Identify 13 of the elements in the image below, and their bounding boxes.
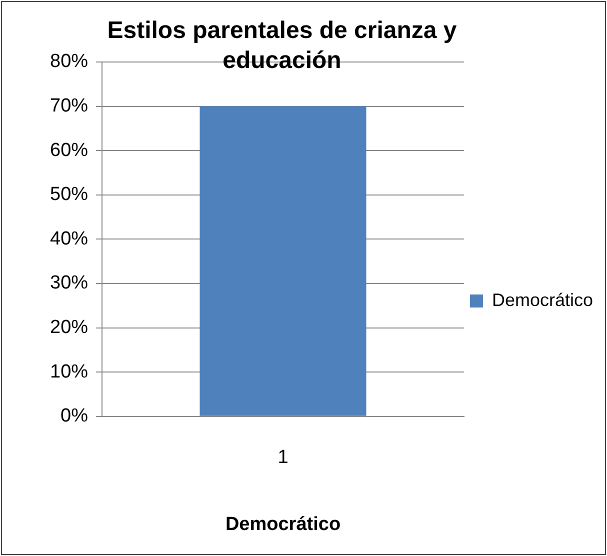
y-tick-label: 40% (50, 228, 88, 250)
y-tick-label: 70% (50, 96, 88, 117)
y-tick-label: 80% (50, 51, 88, 72)
chart-title: Estilos parentales de crianza y educación (106, 16, 458, 76)
x-axis-title: Democrático (225, 514, 341, 535)
x-tick-label: 1 (278, 447, 288, 468)
y-tick-label: 50% (50, 184, 88, 206)
y-tick-label: 30% (50, 272, 88, 294)
y-tick-label: 10% (50, 361, 88, 382)
y-tick-label: 60% (50, 140, 88, 161)
y-tick-label: 0% (60, 406, 88, 427)
y-tick-label: 20% (50, 317, 88, 338)
legend-label: Democrático (492, 290, 593, 310)
